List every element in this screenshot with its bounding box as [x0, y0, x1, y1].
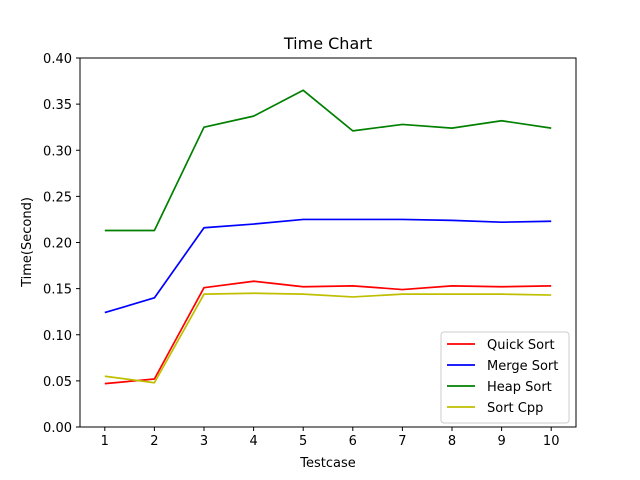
y-tick-label: 0.00: [43, 421, 72, 436]
y-axis-label: Time(Second): [20, 197, 35, 288]
x-tick-label: 3: [200, 434, 208, 449]
y-tick-label: 0.35: [43, 98, 72, 113]
legend-box: [440, 331, 570, 424]
legend-label: Heap Sort: [487, 380, 552, 395]
x-tick-label: 8: [448, 434, 456, 449]
x-tick-label: 4: [249, 434, 257, 449]
x-axis-label: Testcase: [299, 456, 356, 471]
y-tick-label: 0.30: [43, 144, 72, 159]
x-tick-label: 2: [150, 434, 158, 449]
x-tick-label: 5: [299, 434, 307, 449]
x-tick-label: 10: [543, 434, 560, 449]
y-tick-label: 0.05: [43, 375, 72, 390]
x-tick-label: 1: [101, 434, 109, 449]
series-line-sort-cpp: [104, 292, 552, 384]
x-axis: 1 2 3 4 5 6 7 8 9 10: [101, 427, 560, 449]
legend-label: Merge Sort: [487, 359, 558, 374]
y-tick-label: 0.25: [43, 190, 72, 205]
y-tick-label: 0.40: [43, 52, 72, 67]
legend: Quick Sort Merge Sort Heap Sort Sort Cpp: [440, 331, 570, 424]
series-line-merge-sort: [104, 218, 552, 314]
y-tick-label: 0.20: [43, 237, 72, 252]
chart-title: Time Chart: [283, 34, 372, 53]
legend-label: Quick Sort: [487, 338, 555, 353]
series-group: [104, 89, 552, 385]
y-axis: 0.00 0.05 0.10 0.15 0.20 0.25 0.30 0.35 0.40: [43, 52, 80, 436]
series-line-quick-sort: [104, 280, 552, 385]
x-tick-label: 7: [398, 434, 406, 449]
x-tick-label: 6: [349, 434, 357, 449]
y-tick-label: 0.15: [43, 283, 72, 298]
series-line-heap-sort: [104, 89, 552, 232]
y-tick-label: 0.10: [43, 329, 72, 344]
legend-label: Sort Cpp: [487, 401, 543, 416]
x-tick-label: 9: [497, 434, 505, 449]
